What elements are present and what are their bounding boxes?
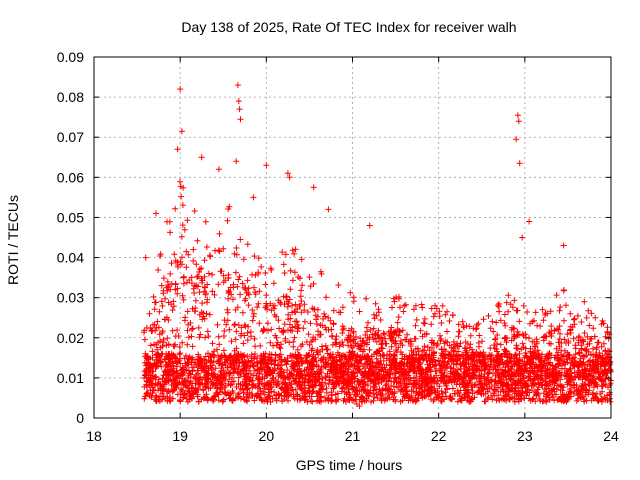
- y-tick-label: 0.06: [57, 169, 84, 185]
- y-tick-label: 0.03: [57, 290, 84, 306]
- x-axis-label: GPS time / hours: [296, 457, 403, 473]
- x-tick-label: 20: [259, 428, 275, 444]
- x-tick-label: 22: [431, 428, 447, 444]
- roti-marker-series: [141, 82, 614, 409]
- data-points: [141, 82, 614, 409]
- x-tick-label: 23: [517, 428, 533, 444]
- y-tick-label: 0.04: [57, 250, 84, 266]
- x-tick-label: 18: [86, 428, 102, 444]
- y-axis-label: ROTI / TECUs: [5, 195, 21, 285]
- y-axis-ticks: 0 0.01 0.02 0.03 0.04 0.05 0.06 0.07 0.08 0.09: [57, 49, 611, 426]
- y-tick-label: 0.09: [57, 49, 84, 65]
- y-tick-label: 0.01: [57, 370, 84, 386]
- y-tick-label: 0: [76, 410, 84, 426]
- y-tick-label: 0.05: [57, 209, 84, 225]
- x-tick-label: 19: [172, 428, 188, 444]
- chart-title: Day 138 of 2025, Rate Of TEC Index for r…: [181, 19, 516, 35]
- y-tick-label: 0.02: [57, 330, 84, 346]
- y-tick-label: 0.08: [57, 89, 84, 105]
- y-tick-label: 0.07: [57, 129, 84, 145]
- x-tick-label: 21: [345, 428, 361, 444]
- x-tick-label: 24: [603, 428, 619, 444]
- x-axis-ticks: 18 19 20 21 22 23 24: [86, 57, 619, 444]
